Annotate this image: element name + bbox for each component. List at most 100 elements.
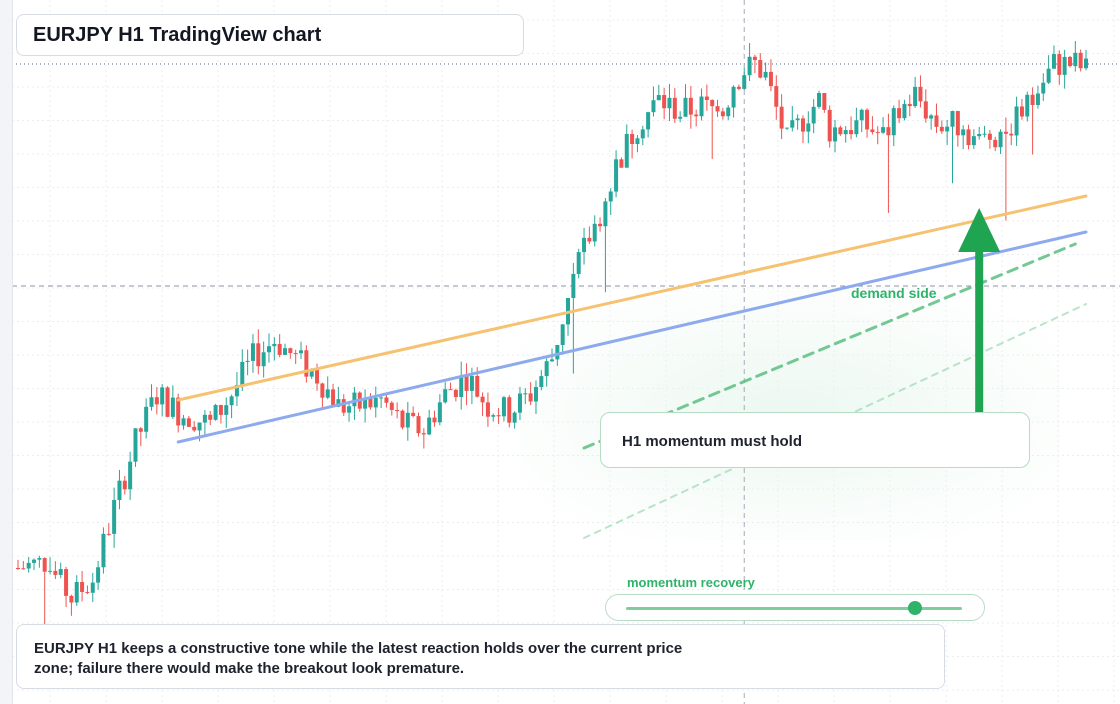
candle-up xyxy=(517,393,522,413)
candlestick-series xyxy=(16,40,1088,628)
candle-up xyxy=(603,201,608,227)
trend-line-orange xyxy=(176,194,1088,402)
candle-down xyxy=(496,415,501,417)
candle-down xyxy=(886,127,891,136)
candle-up xyxy=(998,131,1003,148)
candle-down xyxy=(662,95,667,109)
momentum-slider-track xyxy=(626,607,962,610)
candle-up xyxy=(325,389,330,398)
candle-up xyxy=(667,97,672,109)
candle-down xyxy=(688,97,693,115)
candle-down xyxy=(464,375,469,391)
candle-up xyxy=(352,392,357,407)
candle-down xyxy=(987,133,992,140)
candle-up xyxy=(624,133,629,168)
price-scale-strip xyxy=(0,0,13,704)
candle-up xyxy=(501,397,506,417)
candle-up xyxy=(843,130,848,135)
candle-down xyxy=(704,96,709,100)
candle-up xyxy=(784,127,789,129)
candle-down xyxy=(16,568,20,569)
candle-up xyxy=(245,360,250,362)
candle-down xyxy=(368,397,373,408)
candle-down xyxy=(918,86,923,102)
candle-down xyxy=(475,375,480,397)
candle-up xyxy=(299,350,304,354)
candle-up xyxy=(58,569,63,575)
candle-down xyxy=(907,103,912,107)
candle-down xyxy=(1057,54,1062,75)
candle-up xyxy=(731,86,736,108)
candle-down xyxy=(768,71,773,87)
candle-down xyxy=(800,118,805,132)
candle-up xyxy=(555,344,560,360)
candle-down xyxy=(277,343,282,355)
candle-down xyxy=(598,223,603,227)
candle-up xyxy=(96,567,101,583)
candle-down xyxy=(421,433,426,435)
candle-up xyxy=(726,107,731,117)
candle-down xyxy=(384,397,389,403)
momentum-label: momentum recovery xyxy=(627,575,755,590)
callout-text: H1 momentum must hold xyxy=(622,433,803,450)
candle-up xyxy=(913,86,918,107)
candle-down xyxy=(865,109,870,130)
candle-up xyxy=(1035,93,1040,106)
candle-up xyxy=(902,103,907,119)
candle-up xyxy=(144,406,149,432)
candle-down xyxy=(672,97,677,119)
candle-up xyxy=(32,559,37,563)
candle-down xyxy=(480,396,485,403)
candle-down xyxy=(218,405,223,415)
candle-up xyxy=(160,387,165,405)
candle-down xyxy=(416,416,421,434)
candle-up xyxy=(544,361,549,377)
candle-down xyxy=(64,569,69,596)
candle-up xyxy=(469,375,474,391)
candle-up xyxy=(614,159,619,192)
candle-down xyxy=(315,369,320,384)
candle-down xyxy=(304,350,309,377)
candle-down xyxy=(875,132,880,134)
candle-down xyxy=(192,426,197,431)
candle-up xyxy=(811,106,816,124)
candle-up xyxy=(891,108,896,136)
momentum-slider[interactable] xyxy=(605,594,985,621)
candle-up xyxy=(101,533,106,568)
candle-down xyxy=(736,86,741,89)
candle-up xyxy=(347,406,352,413)
candle-up xyxy=(74,581,79,603)
candle-up xyxy=(459,375,464,398)
trend-line-blue xyxy=(176,230,1088,444)
candle-up xyxy=(26,562,31,569)
momentum-slider-knob[interactable] xyxy=(907,601,922,615)
candle-up xyxy=(229,396,234,406)
chart-title: EURJPY H1 TradingView chart xyxy=(33,24,322,46)
candle-up xyxy=(576,252,581,274)
demand-zone-label: demand side xyxy=(851,285,937,301)
candle-up xyxy=(817,93,821,107)
candle-up xyxy=(950,111,955,127)
candle-up xyxy=(651,100,656,113)
candle-up xyxy=(1014,106,1019,136)
candle-down xyxy=(619,159,624,168)
candle-up xyxy=(550,359,554,362)
candle-down xyxy=(208,414,213,420)
candle-down xyxy=(256,343,261,367)
candle-down xyxy=(448,389,453,391)
candle-up xyxy=(512,412,517,423)
candle-up xyxy=(336,399,341,407)
candle-up xyxy=(427,417,432,435)
arrow-head xyxy=(958,208,1001,252)
candle-down xyxy=(507,397,512,423)
candle-up xyxy=(133,428,138,462)
candle-down xyxy=(165,387,170,417)
candle-down xyxy=(822,93,827,110)
candle-up xyxy=(635,138,640,145)
candle-up xyxy=(1046,68,1051,83)
candle-up xyxy=(405,412,410,428)
candle-down xyxy=(993,139,998,148)
candle-up xyxy=(443,389,448,403)
candle-up xyxy=(1084,58,1088,69)
candle-down xyxy=(1003,131,1008,134)
